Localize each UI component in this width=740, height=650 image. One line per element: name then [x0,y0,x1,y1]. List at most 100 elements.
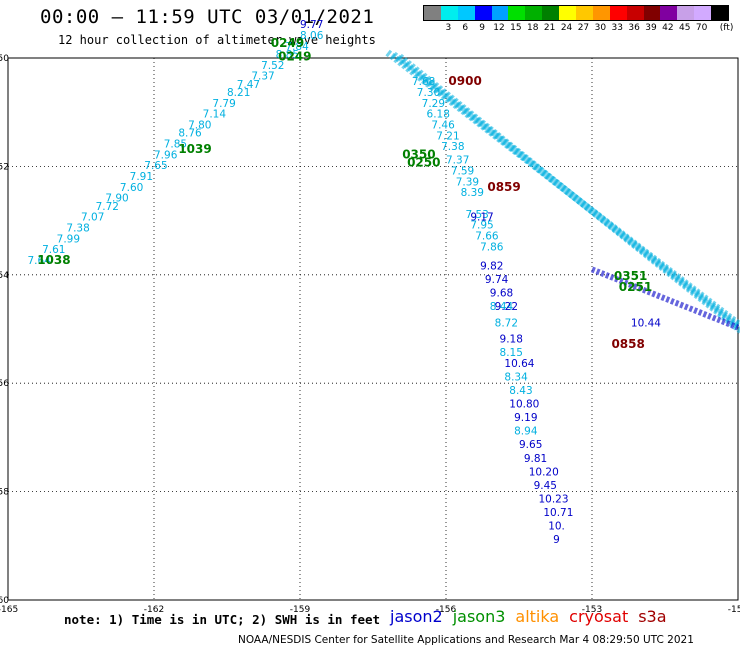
satellite-name: jason2 [390,607,443,626]
wave-height-label: 7.68 [412,76,435,88]
wave-height-label: 8.34 [504,371,528,383]
wave-height-label: 7.38 [441,141,464,153]
wave-height-label: 7.95 [470,220,493,232]
pass-time-label: 1038 [37,253,70,267]
footer-credit: NOAA/NESDIS Center for Satellite Applica… [238,634,694,646]
legend-swatch [474,6,492,20]
wave-height-label: 7.90 [105,193,128,205]
y-tick-label: -50 [0,54,9,64]
legend-tick-label: 21 [543,23,556,33]
wave-height-label: 7.99 [57,233,80,245]
legend-swatch [660,6,678,20]
legend-tick-label: 45 [679,23,691,33]
wave-height-label: 7.47 [237,79,260,91]
y-tick-label: -52 [0,162,9,172]
wave-height-label: 7.79 [212,98,235,110]
satellite-name: cryosat [569,607,629,626]
map-frame [7,57,739,601]
legend-tick-label: 30 [594,23,607,33]
wave-height-label: 7.80 [188,119,211,131]
legend-tick-label: 27 [577,23,590,33]
wave-height-label: 10.80 [509,399,539,411]
color-scale-swatches [423,5,729,21]
wave-height-label: 9.17 [470,212,493,224]
x-tick-label: -156 [436,605,457,615]
legend-swatch [626,6,644,20]
legend-swatch [440,6,458,20]
legend-tick-label: 36 [628,23,640,33]
satellite-name: altika [515,607,560,626]
wave-height-label: 8.39 [461,187,484,199]
legend-tick-label: 15 [510,23,522,33]
footer-note: note: 1) Time is in UTC; 2) SWH is in fe… [64,612,381,627]
pass-time-label: 0858 [611,337,644,351]
legend-swatch [592,6,610,20]
pass-time-label: 0251 [619,280,652,294]
wave-height-label: 10.23 [538,493,568,505]
wave-height-label: 10.44 [631,317,661,329]
wave-height-label: 9.68 [490,287,513,299]
wave-height-label: 7.84 [285,41,309,53]
wave-height-label: 7.07 [81,212,104,224]
wave-height-label: 7.21 [436,130,459,142]
satellite-name: jason3 [452,607,506,626]
wave-height-label: 9.81 [524,453,547,465]
wave-height-points: 7.647.617.997.387.077.727.907.607.917.65… [27,19,661,546]
wave-height-label: 8.94 [514,426,538,438]
pass-time-label: 0351 [614,269,647,283]
wave-height-label: 9.77 [300,19,323,31]
y-tick-label: -54 [0,271,9,281]
legend-tick-label: 70 [695,23,708,33]
pass-time-label: 0249 [278,50,311,64]
legend-swatch [508,6,526,20]
satellite-name: s3a [638,607,667,626]
color-scale-ticks: 3 6 9 12 15 18 21 24 27 30 33 36 39 42 45 70 (ft) [423,21,740,33]
pass-time-label: 0250 [407,155,440,169]
legend-swatch [677,6,695,20]
legend-tick-label: 12 [493,23,505,33]
map-subtitle: 12 hour collection of altimeter wave hei… [58,33,376,47]
wave-height-label: 10.20 [529,466,559,478]
grid-lines [7,57,739,601]
track-diagonal [385,49,740,335]
wave-height-label: 6.18 [427,109,450,121]
wave-height-label: 10. [548,521,565,533]
legend-swatch [542,6,560,20]
wave-height-label: 7.72 [96,201,119,213]
wave-height-label: 9.74 [485,274,509,286]
wave-height-label: 7.38 [66,222,89,234]
pass-time-label: 0249 [271,36,304,50]
wave-height-label: 7.65 [144,160,167,172]
legend-swatch [424,6,441,20]
wave-height-label: 8.44 [490,301,514,313]
wave-height-label: 9 [553,534,560,546]
wave-height-label: 8.76 [178,128,202,140]
legend-swatch [643,6,661,20]
wave-height-label: 9.22 [495,301,518,313]
pass-time-label: 1039 [178,142,211,156]
wave-height-label: 8.06 [300,30,324,42]
wave-height-label: 9.65 [519,439,542,451]
wave-height-label: 7.61 [42,244,65,256]
wave-height-label: 8.21 [227,87,250,99]
legend-swatch [525,6,543,20]
wave-height-label: 7.14 [203,109,227,121]
wave-height-label: 10.64 [504,358,534,370]
legend-tick-label: 39 [645,23,657,33]
x-tick-label: -159 [290,605,311,615]
x-tick-label: -150 [728,605,740,615]
legend-swatch [576,6,593,20]
legend-tick-label: 42 [662,23,674,33]
color-scale-legend: 3 6 9 12 15 18 21 24 27 30 33 36 39 42 45 70 (ft) [423,5,740,33]
wave-height-label: 10.71 [543,507,573,519]
wave-height-label: 7.29 [422,98,445,110]
wave-height-label: 7.53 [465,209,488,221]
wave-height-label: 9.82 [480,260,503,272]
wave-height-label: 8.85 [276,49,299,61]
legend-tick-label: 3 [445,23,452,33]
legend-tick-label: 33 [611,23,623,33]
legend-swatch [559,6,577,20]
y-tick-label: -60 [0,596,9,606]
